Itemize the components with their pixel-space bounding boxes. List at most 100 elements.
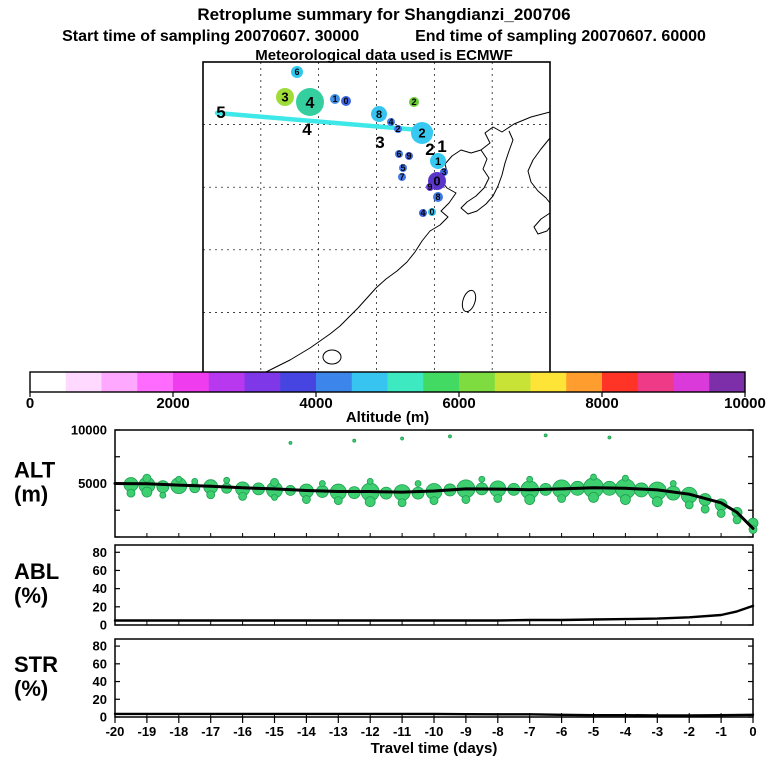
trajectory-marker-label: 5 xyxy=(400,163,405,173)
panel-label-alt-unit: (m) xyxy=(14,482,48,507)
plume-bubble xyxy=(288,440,293,445)
plume-bubble xyxy=(669,480,677,487)
met-data-label: Meteorological data used is ECMWF xyxy=(255,47,513,64)
panel-label-abl: ABL xyxy=(14,559,59,584)
plume-bubble xyxy=(732,515,742,525)
colorbar-border xyxy=(29,371,746,393)
x-tick-label: -14 xyxy=(297,724,317,739)
colorbar-tick-label: 6000 xyxy=(442,395,475,412)
plume-bubble xyxy=(448,434,452,439)
plume-bubble xyxy=(493,494,503,503)
colorbar-tick-label: 0 xyxy=(26,395,34,412)
trajectory-marker-label: 6 xyxy=(396,149,401,159)
colorbar-segment xyxy=(244,372,281,392)
str-line xyxy=(113,712,755,717)
y-tick-label: 20 xyxy=(93,692,107,707)
plume-bubble xyxy=(364,496,376,508)
x-tick-label: -20 xyxy=(106,724,125,739)
island-taiwan xyxy=(461,289,477,313)
colorbar-segment xyxy=(494,372,531,392)
figure-title: Retroplume summary for Shangdianzi_20070… xyxy=(197,5,571,24)
x-tick-label: -3 xyxy=(652,724,664,739)
plume-bubble xyxy=(271,494,278,501)
plume-bubble xyxy=(622,474,629,482)
coastline-mainland xyxy=(259,111,551,376)
trajectory-marker xyxy=(394,125,402,133)
y-tick-label: 60 xyxy=(93,563,107,578)
plume-bubble xyxy=(366,477,374,485)
panel-label-str: STR xyxy=(14,652,58,677)
trajectory-marker-label: 8 xyxy=(376,109,382,121)
y-tick-label: 10000 xyxy=(71,423,107,438)
altitude-colorbar: 0 2000 4000 6000 8000 10000 Altitude (m) xyxy=(26,371,766,426)
trajectory-marker xyxy=(395,150,403,158)
sampling-times-line: Start time of sampling 20070607. 30000 E… xyxy=(0,28,768,46)
trajectory-marker-label: 9 xyxy=(406,151,411,161)
colorbar-segment xyxy=(280,372,317,392)
plume-bubble xyxy=(414,480,422,487)
plume-bubble xyxy=(429,496,439,506)
plume-bubble xyxy=(590,473,597,481)
x-tick-label: -12 xyxy=(361,724,380,739)
trajectory-marker xyxy=(430,153,446,169)
plume-bubble xyxy=(159,491,167,499)
plume-bubble xyxy=(352,438,357,443)
x-tick-label: -16 xyxy=(233,724,252,739)
colorbar-segment xyxy=(316,372,353,392)
plume-bubble xyxy=(400,436,405,441)
map-coastlines xyxy=(259,111,551,376)
trajectory-marker-label: 4 xyxy=(306,95,315,112)
trajectory-marker-label: 1 xyxy=(435,156,441,168)
y-tick-label: 40 xyxy=(93,674,107,689)
trajectory-marker-label: 0 xyxy=(343,96,348,106)
x-tick-label: -1 xyxy=(715,724,727,739)
colorbar-segment xyxy=(208,372,245,392)
trajectory-marker xyxy=(341,96,351,106)
panel-border xyxy=(114,544,754,626)
end-time-label: End time of sampling 20070607. 60000 xyxy=(415,28,706,45)
trajectory-marker xyxy=(398,173,406,181)
colorbar-segment xyxy=(65,372,102,392)
coastline-korea xyxy=(460,130,514,215)
plume-bubble xyxy=(238,491,248,501)
trajectory-marker xyxy=(371,106,387,122)
coastline-japan xyxy=(527,137,551,204)
x-tick-label: 0 xyxy=(749,724,756,739)
plume-bubble xyxy=(684,500,694,510)
trajectory-day-label: 1 xyxy=(437,137,446,156)
panel-STR: 80 60 40 20 0 STR(%) xyxy=(14,638,755,725)
plume-bubble xyxy=(126,488,136,498)
colorbar-segment xyxy=(459,372,496,392)
colorbar-segment xyxy=(673,372,710,392)
x-tick-label: -2 xyxy=(683,724,695,739)
x-axis: -20 -19 -18 -17 -16 -15 -14 -13 -12 -11 -10 -9 -8 -7-… xyxy=(106,717,757,757)
colorbar-segment xyxy=(637,372,674,392)
y-tick-label: 0 xyxy=(100,618,107,633)
plume-bubble xyxy=(270,478,279,487)
trajectory-marker-label: 6 xyxy=(294,67,299,77)
x-tick-label: -5 xyxy=(588,724,600,739)
y-tick-label: 80 xyxy=(93,545,107,560)
trajectory-marker xyxy=(428,208,436,216)
x-tick-label: -15 xyxy=(265,724,284,739)
trajectory-day-label: 2 xyxy=(425,140,434,159)
plume-bubble xyxy=(223,476,231,484)
trajectory-marker-label: 0 xyxy=(433,174,440,189)
plume-bubble xyxy=(651,496,663,508)
trajectory-marker-label: 8 xyxy=(435,192,440,202)
trajectory-day-label: 4 xyxy=(302,120,312,139)
x-tick-label: -17 xyxy=(201,724,220,739)
x-tick-label: -6 xyxy=(556,724,568,739)
plume-bubble xyxy=(588,492,599,503)
x-tick-label: -18 xyxy=(169,724,188,739)
panel-label-str-unit: (%) xyxy=(14,676,48,701)
trajectory-marker xyxy=(409,97,419,107)
colorbar-segment xyxy=(566,372,603,392)
start-time-label: Start time of sampling 20070607. 30000 xyxy=(62,28,360,45)
trajectory-day-label: 3 xyxy=(375,133,384,152)
trajectory-marker-label: 0 xyxy=(429,207,434,217)
trajectory-marker-label: 4 xyxy=(420,208,425,218)
trajectory-marker-label: 2 xyxy=(418,126,425,141)
plume-bubble xyxy=(397,498,407,508)
